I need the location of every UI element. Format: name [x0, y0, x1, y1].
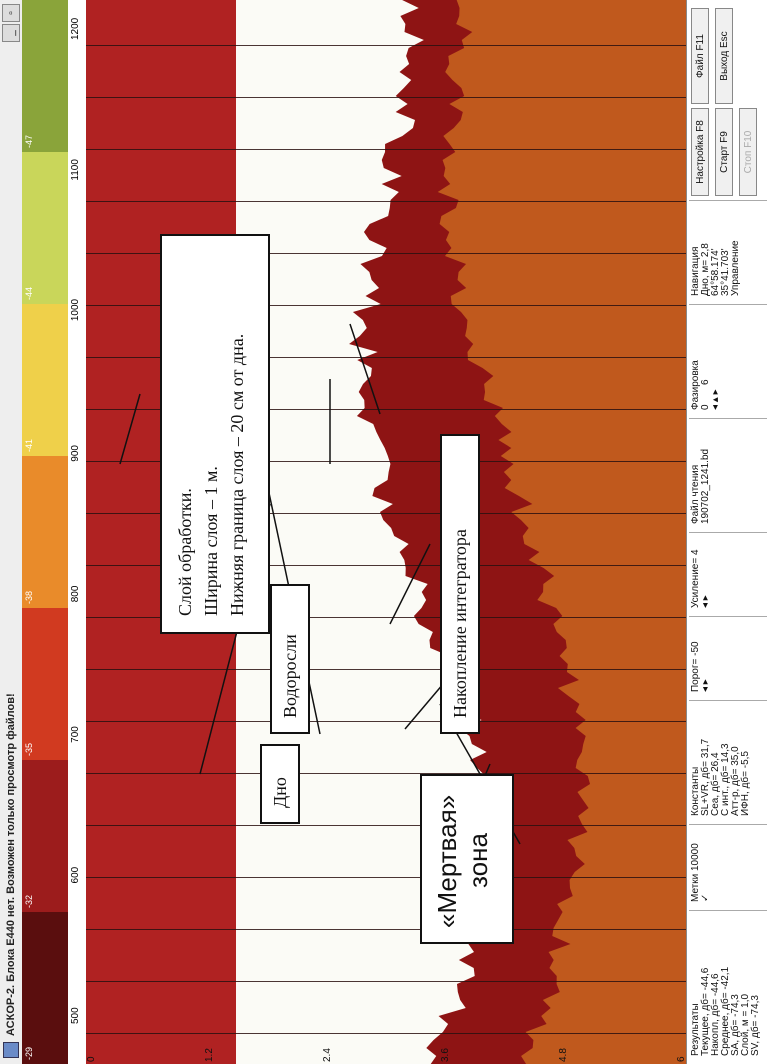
- integrator-note: Накопление интегратора: [440, 434, 480, 734]
- layer-note: Слой обработки. Ширина слоя – 1 м. Нижня…: [160, 234, 270, 634]
- layer-line2: Ширина слоя – 1 м.: [201, 466, 221, 616]
- bottom-label: Дно: [270, 777, 290, 808]
- layer-line3: Нижняя граница слоя – 20 см от дна.: [227, 333, 247, 616]
- algae-note: Водоросли: [270, 584, 310, 734]
- dead-zone-note: «Мертвая» зона: [420, 774, 514, 944]
- integrator-label: Накопление интегратора: [450, 529, 470, 718]
- bottom-note: Дно: [260, 744, 300, 824]
- layer-line1: Слой обработки.: [175, 488, 195, 616]
- echogram: 0 1.2 2.4 3.6 4.8 6: [86, 0, 686, 1064]
- algae-label: Водоросли: [280, 634, 300, 718]
- dead-zone-line2: зона: [463, 833, 493, 888]
- dead-zone-line1: «Мертвая»: [432, 794, 462, 928]
- subbottom-echo: [437, 0, 686, 1064]
- bottom-echo: [349, 0, 686, 1064]
